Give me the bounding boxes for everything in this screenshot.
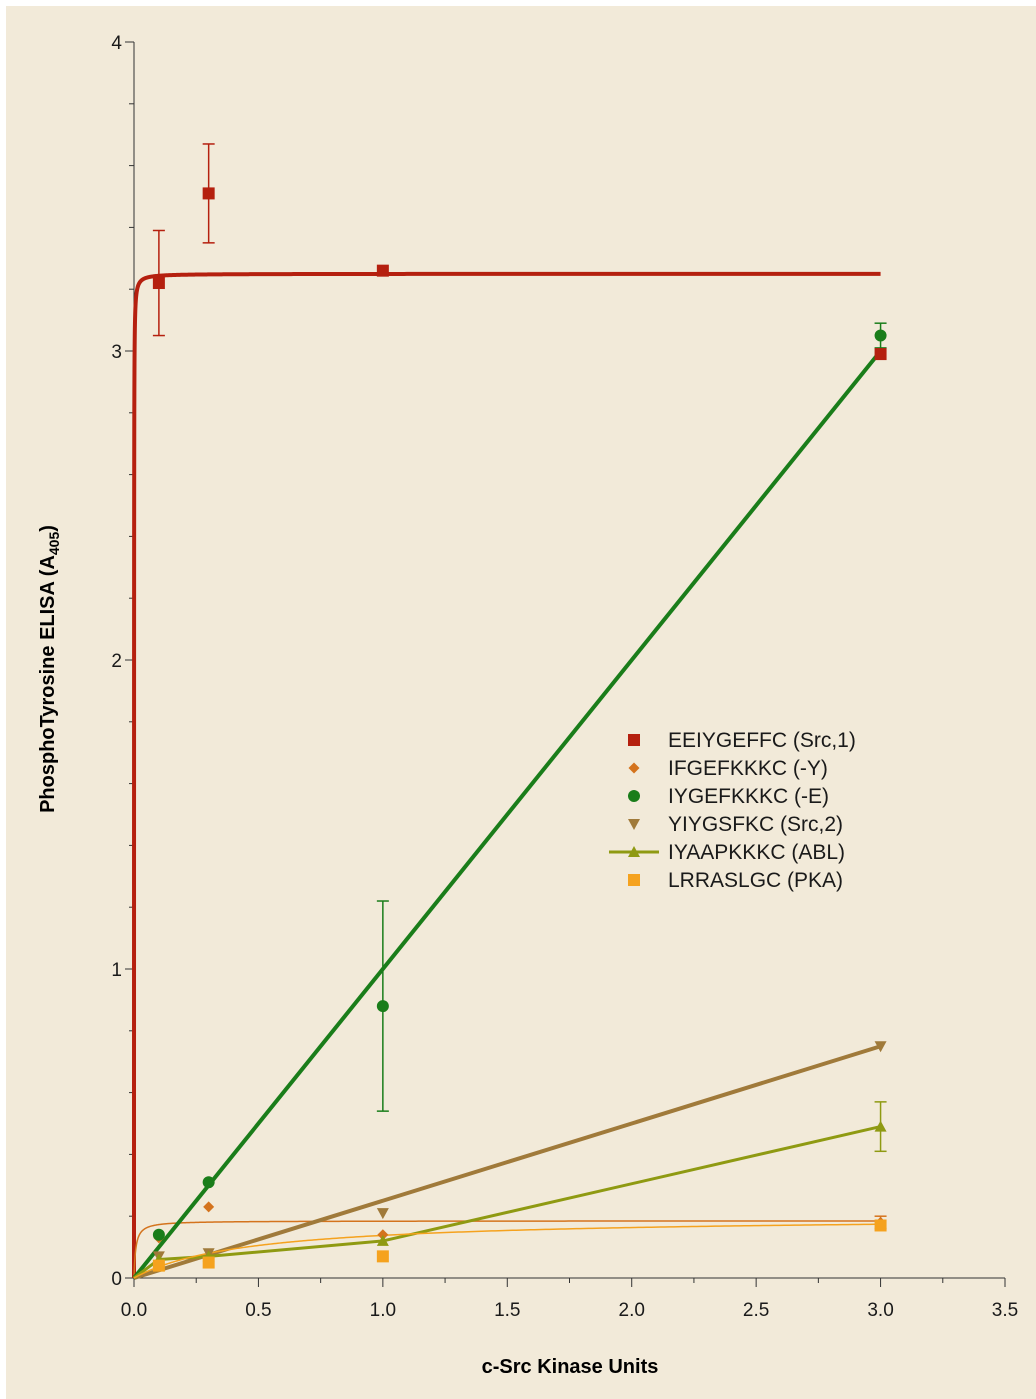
x-tick-label: 2.0 — [619, 1300, 645, 1321]
x-axis-label: c-Src Kinase Units — [482, 1356, 659, 1378]
fit-line-1 — [133, 1220, 881, 1279]
data-point-1 — [203, 1201, 215, 1213]
legend-label-2: IYGEFKKKC (-E) — [668, 785, 829, 808]
data-point-3 — [874, 1041, 887, 1053]
legend-label-3: YIYGSFKC (Src,2) — [668, 813, 843, 836]
y-tick-label: 4 — [111, 33, 122, 54]
fit-line-3 — [133, 1044, 882, 1280]
data-point-3 — [376, 1208, 389, 1220]
fit-line-0 — [132, 271, 881, 1280]
x-tick-label: 2.5 — [743, 1300, 769, 1321]
legend-label-4: IYAAPKKKC (ABL) — [668, 841, 845, 864]
legend: EEIYGEFFC (Src,1) IFGEFKKKC (-Y) IYGEFKKKC… — [609, 729, 856, 892]
data-point-4 — [874, 1120, 887, 1132]
x-tick-label: 3.5 — [992, 1300, 1018, 1321]
chart-background — [6, 6, 1036, 1399]
data-point-2 — [874, 329, 887, 342]
data-point-4 — [376, 1234, 389, 1246]
legend-marker-5 — [628, 874, 640, 886]
y-tick-label: 2 — [111, 651, 122, 672]
data-point-0 — [874, 348, 887, 361]
legend-marker-1 — [628, 762, 640, 774]
x-tick-label: 3.0 — [867, 1300, 893, 1321]
data-point-2 — [202, 1176, 215, 1189]
x-tick-label: 0.0 — [121, 1300, 147, 1321]
data-point-2 — [376, 1000, 389, 1013]
data-point-0 — [376, 264, 389, 277]
legend-marker-0 — [628, 734, 640, 746]
legend-marker-2 — [628, 790, 640, 802]
data-point-5 — [152, 1259, 165, 1272]
y-axis-label-sub: 405 — [46, 532, 62, 556]
legend-marker-4 — [628, 846, 640, 857]
legend-marker-3 — [628, 819, 640, 830]
legend-label-1: IFGEFKKKC (-Y) — [668, 757, 828, 780]
legend-label-5: LRRASLGC (PKA) — [668, 869, 843, 892]
data-markers — [152, 187, 887, 1272]
data-point-5 — [874, 1219, 887, 1232]
y-tick-label: 3 — [111, 342, 122, 363]
fit-line-4 — [133, 1125, 881, 1280]
data-point-0 — [202, 187, 215, 200]
y-axis-label: PhosphoTyrosine ELISA (A405) — [37, 525, 62, 813]
y-tick-label: 1 — [111, 960, 122, 981]
y-axis-label-main: PhosphoTyrosine ELISA (A — [37, 555, 59, 813]
data-point-5 — [376, 1250, 389, 1263]
x-tick-label: 1.5 — [494, 1300, 520, 1321]
legend-label-0: EEIYGEFFC (Src,1) — [668, 729, 856, 752]
y-tick-label: 0 — [111, 1269, 122, 1290]
fit-line-2 — [132, 349, 883, 1280]
x-tick-label: 1.0 — [370, 1300, 396, 1321]
data-point-2 — [152, 1228, 165, 1241]
fit-line-5 — [133, 1223, 881, 1279]
y-axis-label-end: ) — [37, 525, 59, 532]
x-tick-label: 0.5 — [245, 1300, 271, 1321]
data-point-0 — [152, 277, 165, 290]
error-bars — [152, 143, 887, 1230]
data-point-1 — [377, 1229, 389, 1241]
data-point-5 — [202, 1256, 215, 1269]
